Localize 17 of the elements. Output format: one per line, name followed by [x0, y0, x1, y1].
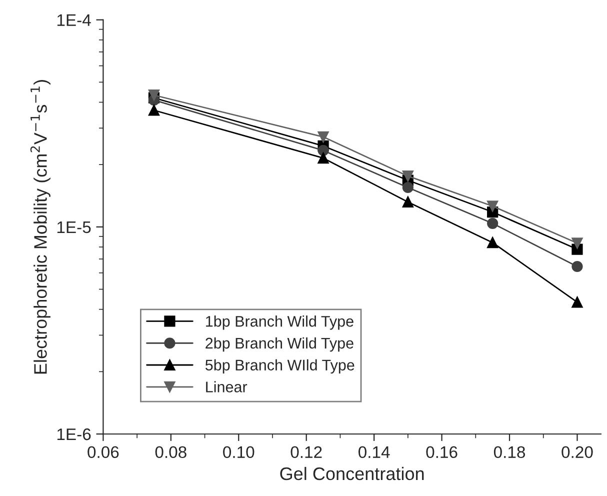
y-axis-title: Electrophoretic Mobility (cm$^{2}$V$^{−1}$s$^{−1}$) — [30, 80, 50, 374]
y-tick-label: 1E-6 — [57, 428, 91, 440]
y-tick-label: 1E-4 — [57, 14, 91, 26]
x-tick-label: 0.06 — [88, 446, 119, 458]
y-tick-label: 1E-5 — [57, 221, 91, 234]
legend-label: Linear — [206, 381, 248, 392]
x-tick-label: 0.12 — [290, 446, 322, 458]
legend-label: 5bp Branch WIld Type — [205, 359, 354, 374]
x-tick-label: 0.16 — [426, 446, 458, 458]
x-tick-label: 0.08 — [155, 446, 186, 458]
x-tick-label: 0.20 — [562, 446, 593, 458]
legend-label: 2bp Branch Wild Type — [206, 337, 354, 352]
x-tick-label: 0.18 — [494, 446, 526, 458]
x-axis-title: Gel Concentration — [280, 466, 424, 480]
legend-label: 1bp Branch Wild Type — [206, 316, 354, 330]
x-tick-label: 0.10 — [223, 446, 254, 458]
x-tick-label: 0.14 — [358, 446, 390, 458]
